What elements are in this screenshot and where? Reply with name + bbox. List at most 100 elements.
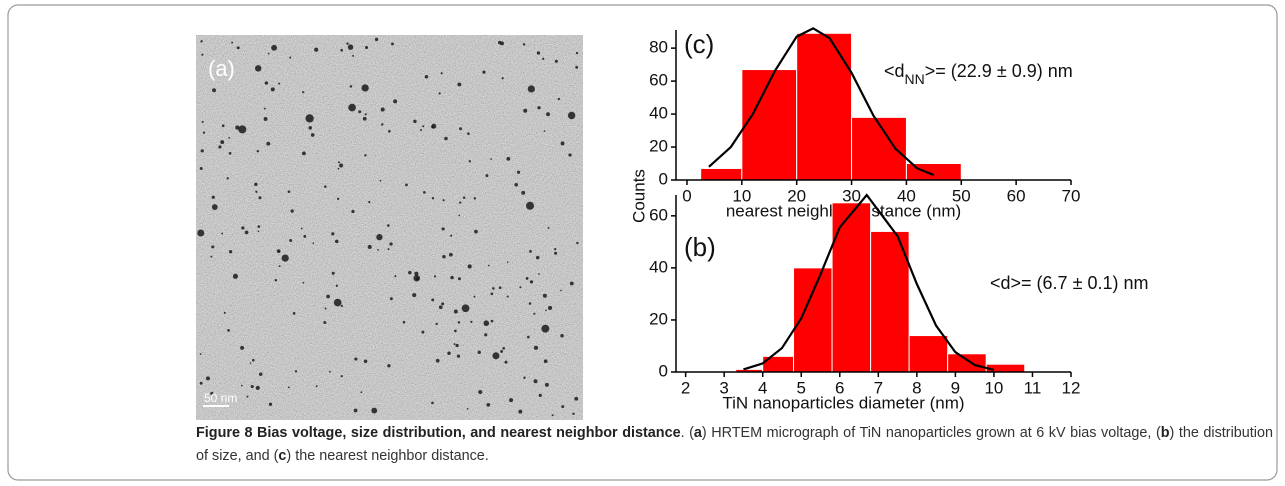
panel-label: (a) <box>208 56 235 81</box>
particle <box>387 364 391 368</box>
particle <box>435 358 440 363</box>
particle <box>210 255 213 258</box>
particle <box>393 99 398 104</box>
caption-text: Figure 8 Bias voltage, size distribution… <box>196 425 681 441</box>
particle <box>221 232 224 235</box>
particle <box>458 214 461 217</box>
particle <box>292 311 296 315</box>
x-tick-label: 8 <box>912 378 921 397</box>
particle <box>302 281 305 284</box>
particle <box>323 321 327 325</box>
particle <box>486 402 491 407</box>
particle <box>420 129 423 131</box>
particle <box>364 45 369 50</box>
particle <box>315 385 318 388</box>
particle <box>560 289 562 292</box>
particle <box>205 376 210 381</box>
particle <box>569 281 574 286</box>
particle <box>211 195 215 199</box>
particle <box>459 201 462 204</box>
particle <box>490 292 494 296</box>
particle <box>405 183 408 187</box>
particle <box>442 199 445 202</box>
particle <box>501 77 504 80</box>
particle <box>324 307 327 310</box>
particle <box>324 185 327 188</box>
particle <box>212 88 216 93</box>
particle <box>508 398 514 403</box>
particle <box>308 126 312 130</box>
fit-curve <box>743 193 995 371</box>
particle <box>329 370 331 373</box>
particle <box>514 182 518 187</box>
particle <box>484 333 488 337</box>
particle <box>575 51 579 55</box>
caption-text: ) the distribution of size, and ( <box>196 425 1273 464</box>
micrograph-image <box>196 35 583 420</box>
particle <box>362 116 367 121</box>
particle <box>547 305 553 311</box>
y-tick-label: 80 <box>649 38 668 57</box>
particle <box>200 40 203 43</box>
particle <box>278 265 281 268</box>
particle <box>228 136 231 139</box>
particle <box>455 343 459 348</box>
particle <box>274 279 278 282</box>
particle <box>412 293 417 298</box>
particle <box>223 311 226 314</box>
particle <box>358 110 362 114</box>
particle <box>199 166 203 170</box>
particle <box>545 309 547 312</box>
particle <box>349 85 353 88</box>
particle <box>483 320 490 327</box>
particle <box>201 120 204 123</box>
particle <box>575 65 579 69</box>
particle <box>374 37 379 42</box>
particle <box>468 160 472 163</box>
particle <box>367 244 372 250</box>
y-tick-label: 60 <box>649 71 668 90</box>
particle <box>289 239 293 243</box>
particle <box>267 52 270 55</box>
particle <box>224 67 227 70</box>
particle <box>572 412 575 415</box>
particle <box>211 204 218 210</box>
particle <box>457 277 461 281</box>
particle <box>422 125 425 128</box>
particle <box>441 227 445 231</box>
particle <box>221 124 225 128</box>
particle <box>533 379 538 384</box>
x-tick-label: 40 <box>897 186 916 205</box>
particle <box>542 293 547 298</box>
particle <box>340 48 343 52</box>
particle <box>201 53 204 56</box>
particle <box>271 44 278 51</box>
particle <box>241 226 245 230</box>
particle <box>424 75 429 79</box>
particle <box>506 261 509 263</box>
particle <box>364 154 367 157</box>
x-tick-label: 9 <box>951 378 960 397</box>
x-tick-label: 7 <box>874 378 883 397</box>
particle <box>254 182 258 187</box>
particle <box>466 407 469 410</box>
particle <box>333 298 342 307</box>
particle <box>227 329 230 332</box>
particle <box>423 191 426 194</box>
particle <box>542 57 545 61</box>
particle <box>500 350 503 353</box>
x-tick-label: 11 <box>1024 378 1042 397</box>
y-tick-label: 20 <box>649 137 668 156</box>
particle <box>461 304 470 313</box>
particle <box>561 405 565 409</box>
annotation-sub: NN <box>905 71 925 87</box>
particle <box>554 247 557 251</box>
particle <box>336 197 340 200</box>
particle <box>529 250 532 253</box>
particle <box>473 197 477 200</box>
particle <box>554 59 558 63</box>
particle <box>431 123 437 129</box>
particle <box>340 304 343 307</box>
